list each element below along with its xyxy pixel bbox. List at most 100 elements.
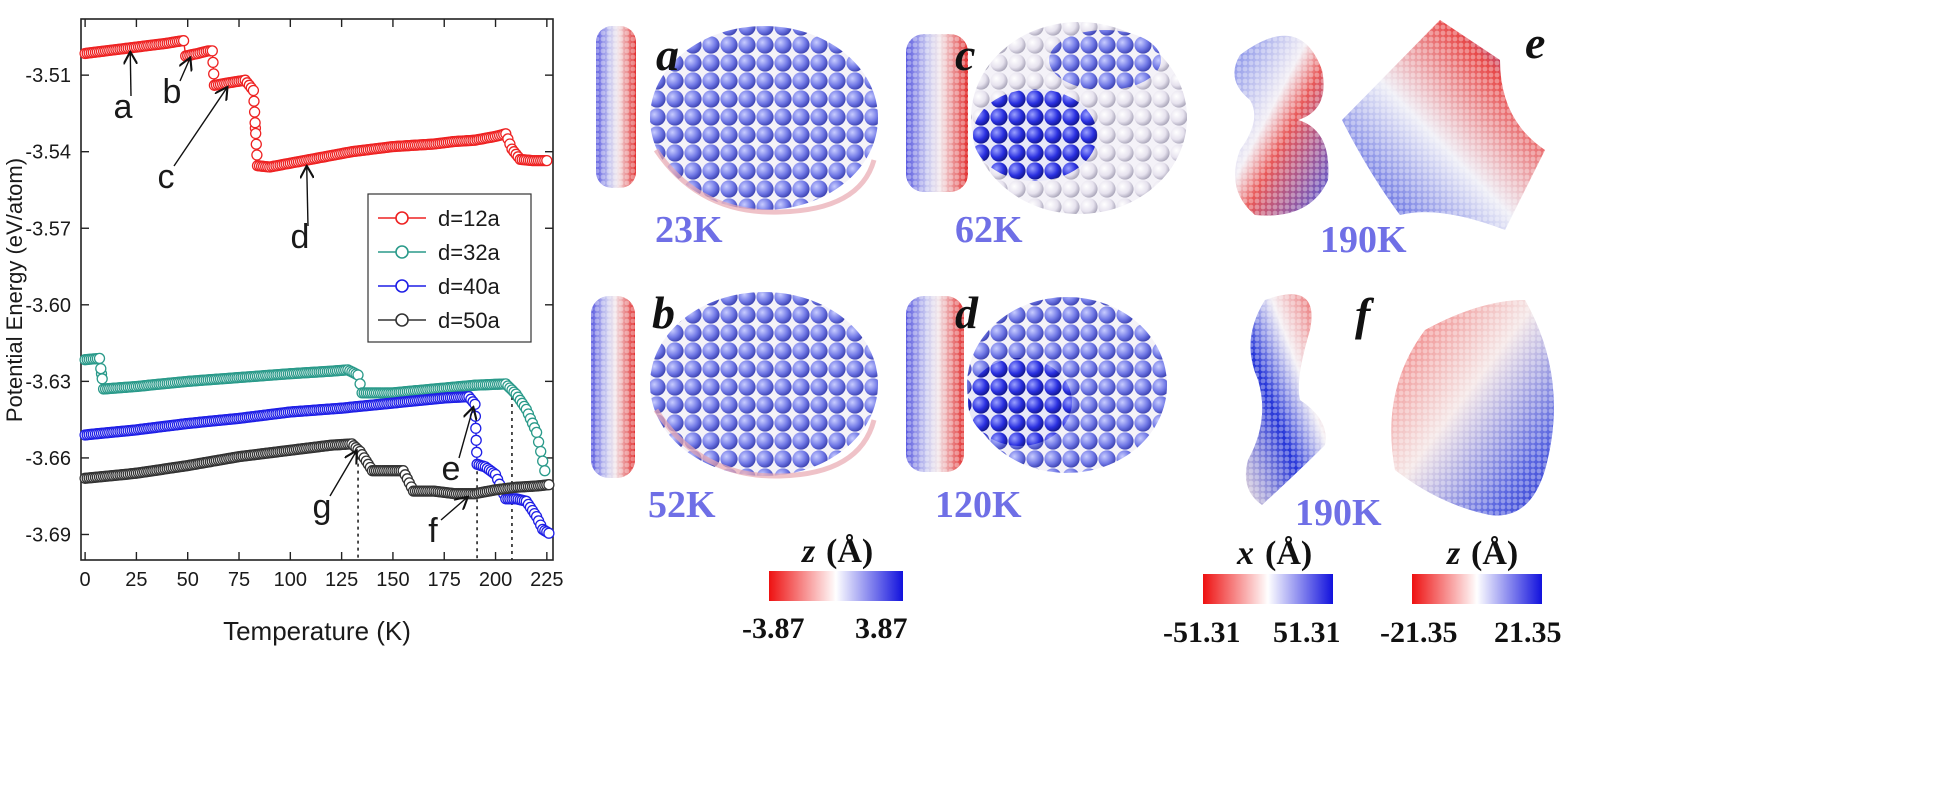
data-point <box>248 95 260 107</box>
panel-temp-d: 120K <box>935 484 1022 526</box>
panel-letter-d: d <box>955 287 979 338</box>
panel-c: c 62K <box>906 22 1187 251</box>
data-point <box>96 373 108 385</box>
panel-c-blue-domain <box>973 89 1097 181</box>
data-series <box>79 35 555 539</box>
y-tick-labels: -3.51 -3.54 -3.57 -3.60 -3.63 -3.66 -3.69 <box>25 65 71 546</box>
data-point <box>208 68 220 80</box>
panel-a-top-view <box>650 26 878 210</box>
panel-d: d 120K <box>906 287 1167 526</box>
data-point <box>470 422 482 434</box>
annotation-b: b <box>163 59 190 111</box>
legend-item: d=50a <box>378 308 501 333</box>
y-axis-label: Potential Energy (eV/atom) <box>2 158 27 422</box>
energy-temperature-chart: 0 25 50 75 100 125 150 175 200 225 -3.51-3.54-3.5… <box>2 18 564 646</box>
x-tick-label: 0 <box>80 569 91 591</box>
panel-a-rim <box>653 148 877 215</box>
x-tick-label: 100 <box>274 569 307 591</box>
annotation-label: a <box>114 88 133 126</box>
panel-a: a 23K <box>596 26 878 251</box>
data-point <box>249 117 261 129</box>
series-d=50a <box>79 438 555 500</box>
annotation-a: a <box>114 53 133 126</box>
annotation-f: f <box>428 498 467 550</box>
panel-c-side-texture <box>906 34 968 192</box>
colorbar-1-unit: (Å) <box>826 533 873 570</box>
data-point <box>470 434 482 446</box>
x-tick-label: 25 <box>125 569 147 591</box>
legend-item: d=40a <box>378 274 501 299</box>
data-point <box>543 479 555 491</box>
data-point <box>537 455 549 467</box>
colorbar-3-max: 21.35 <box>1494 616 1562 649</box>
series-d=32a <box>79 352 551 477</box>
data-point <box>177 35 190 47</box>
data-point <box>206 45 218 57</box>
legend-swatch-marker <box>395 279 409 293</box>
panel-b-top-view <box>650 292 878 476</box>
legend: d=12a d=32a d=40a d=50a <box>367 193 532 343</box>
x-tick-label: 125 <box>325 569 358 591</box>
annotation-d: d <box>291 167 310 256</box>
annotation-label: f <box>428 512 438 550</box>
data-point <box>248 106 261 118</box>
colorbar-2-min: -51.31 <box>1163 616 1241 649</box>
annotation-arrow <box>180 59 190 82</box>
colorbar-3-unit: (Å) <box>1471 535 1518 572</box>
annotation-e: e <box>442 408 473 488</box>
colorbar-2-unit: (Å) <box>1265 535 1312 572</box>
legend-swatch-marker <box>395 211 409 225</box>
data-point <box>543 527 555 539</box>
panel-d-side-texture <box>906 296 964 472</box>
panel-temp-b: 52K <box>648 484 716 526</box>
data-point <box>471 446 483 458</box>
annotation-g: g <box>313 452 356 526</box>
legend-item: d=32a <box>378 240 501 265</box>
annotation-label: d <box>291 218 310 256</box>
panel-letter-f: f <box>1355 289 1375 340</box>
annotation-arrow <box>329 452 356 497</box>
y-tick-label: -3.51 <box>25 65 71 87</box>
data-point <box>250 138 262 150</box>
colorbar-2-gradient <box>1203 574 1333 604</box>
legend-swatch-marker <box>395 245 409 259</box>
annotation-arrow <box>307 167 308 227</box>
panel-e: e 190K <box>1234 17 1545 261</box>
legend-label: d=32a <box>438 240 501 265</box>
x-tick-label: 200 <box>479 569 512 591</box>
panel-e-left-texture <box>1234 35 1329 216</box>
x-axis-label: Temperature (K) <box>223 616 411 646</box>
colorbar-3-gradient <box>1412 574 1542 604</box>
colorbar-1-min: -3.87 <box>742 612 805 645</box>
y-tick-label: -3.60 <box>25 295 71 317</box>
panel-d-blue-domain <box>968 358 1072 446</box>
data-point <box>251 149 263 161</box>
panel-letter-e: e <box>1525 17 1545 68</box>
y-tick-label: -3.54 <box>25 142 71 164</box>
annotation-label: b <box>163 73 182 111</box>
panel-letter-b: b <box>652 287 675 338</box>
legend-swatch-marker <box>395 313 409 327</box>
panel-temp-a: 23K <box>655 209 723 251</box>
data-point <box>530 426 543 439</box>
panel-letter-a: a <box>656 29 679 80</box>
panel-a-side-texture <box>596 26 636 188</box>
colorbar-1: z (Å) -3.87 3.87 <box>742 533 908 645</box>
data-point <box>539 465 551 477</box>
panel-f-left-texture <box>1245 294 1326 505</box>
colorbar-2-var: x <box>1236 535 1254 572</box>
colorbar-1-max: 3.87 <box>855 612 908 645</box>
panel-e-right-texture <box>1342 20 1545 230</box>
colorbar-1-var: z <box>801 533 816 570</box>
panel-temp-e: 190K <box>1320 219 1407 261</box>
colorbar-2: x (Å) -51.31 51.31 <box>1163 535 1341 649</box>
annotation-c: c <box>158 88 227 196</box>
dotted-reference-lines <box>357 390 513 560</box>
legend-item: d=12a <box>378 206 501 231</box>
panel-b-rim <box>653 408 877 479</box>
annotation-label: g <box>313 488 332 526</box>
panel-f: f 190K <box>1245 289 1554 534</box>
annotation-arrow <box>130 53 131 97</box>
x-tick-labels: 0 25 50 75 100 125 150 175 200 225 <box>80 569 564 591</box>
x-tick-label: 175 <box>428 569 461 591</box>
